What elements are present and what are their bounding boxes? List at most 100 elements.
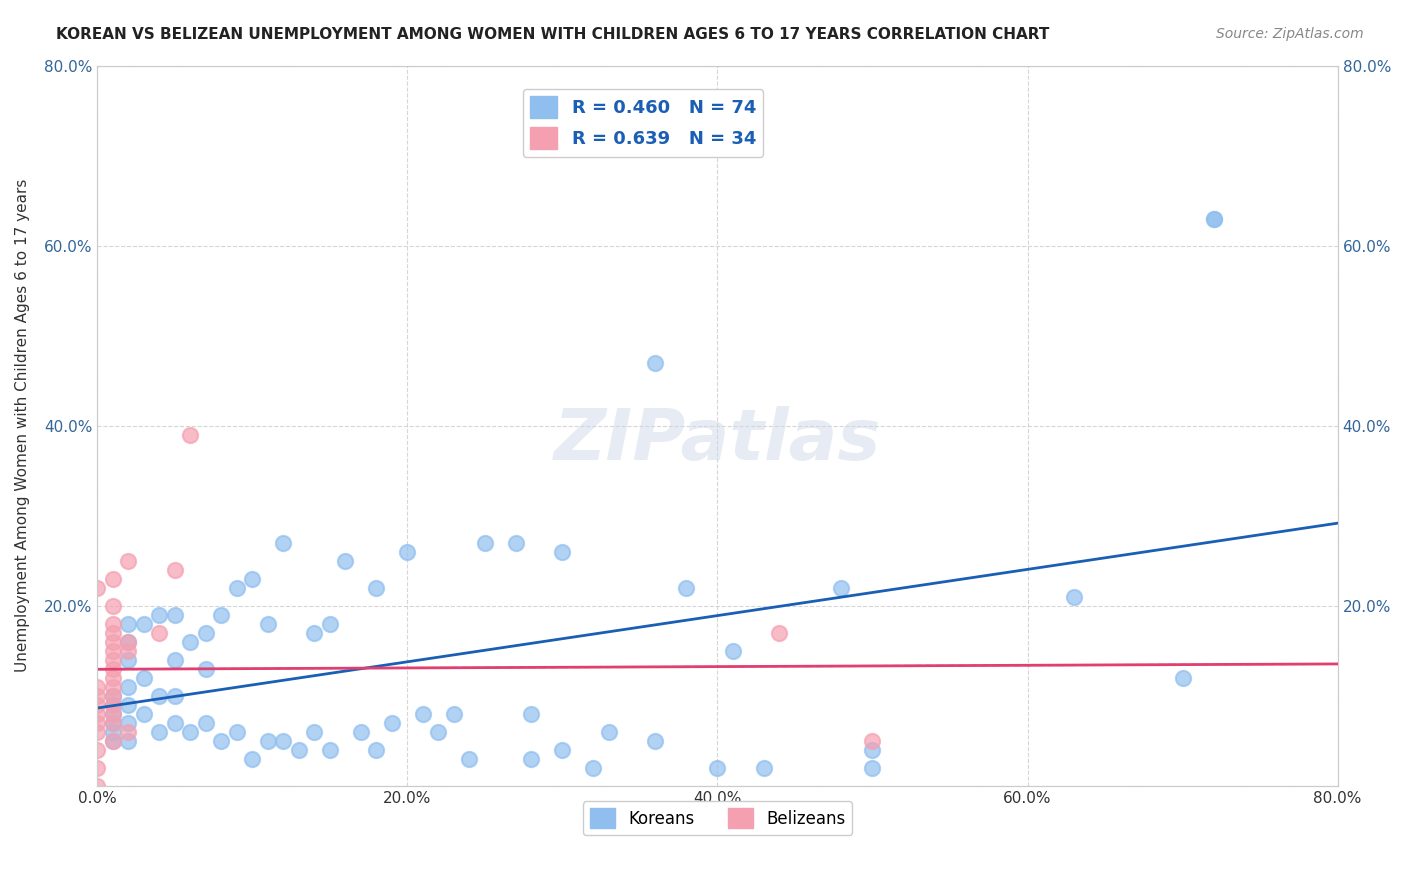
Koreans: [117, 698, 139, 712]
Belizeans: [86, 715, 108, 730]
Koreans: [101, 706, 124, 721]
Koreans: [1202, 211, 1225, 226]
Belizeans: [86, 743, 108, 757]
Koreans: [1063, 590, 1085, 604]
Koreans: [319, 616, 342, 631]
Koreans: [148, 607, 170, 622]
Koreans: [366, 581, 388, 595]
Koreans: [288, 743, 311, 757]
Koreans: [862, 761, 884, 775]
Belizeans: [101, 644, 124, 658]
Belizeans: [86, 724, 108, 739]
Koreans: [862, 743, 884, 757]
Koreans: [179, 634, 201, 648]
Belizeans: [86, 779, 108, 793]
Koreans: [132, 616, 155, 631]
Koreans: [598, 724, 620, 739]
Koreans: [163, 689, 186, 703]
Belizeans: [86, 680, 108, 694]
Koreans: [644, 733, 666, 747]
Koreans: [163, 653, 186, 667]
Koreans: [1202, 211, 1225, 226]
Belizeans: [86, 581, 108, 595]
Koreans: [721, 644, 744, 658]
Koreans: [240, 752, 263, 766]
Koreans: [551, 743, 574, 757]
Koreans: [412, 706, 434, 721]
Koreans: [209, 607, 232, 622]
Belizeans: [117, 634, 139, 648]
Koreans: [551, 545, 574, 559]
Koreans: [381, 715, 404, 730]
Koreans: [117, 634, 139, 648]
Koreans: [117, 616, 139, 631]
Koreans: [427, 724, 450, 739]
Koreans: [271, 535, 294, 549]
Koreans: [335, 554, 357, 568]
Koreans: [443, 706, 465, 721]
Koreans: [458, 752, 481, 766]
Koreans: [225, 724, 247, 739]
Koreans: [474, 535, 496, 549]
Koreans: [101, 715, 124, 730]
Belizeans: [86, 689, 108, 703]
Belizeans: [101, 706, 124, 721]
Koreans: [101, 724, 124, 739]
Koreans: [179, 724, 201, 739]
Y-axis label: Unemployment Among Women with Children Ages 6 to 17 years: Unemployment Among Women with Children A…: [15, 179, 30, 673]
Legend: Koreans, Belizeans: Koreans, Belizeans: [583, 801, 852, 835]
Koreans: [194, 625, 217, 640]
Koreans: [1171, 671, 1194, 685]
Koreans: [675, 581, 697, 595]
Koreans: [132, 706, 155, 721]
Koreans: [319, 743, 342, 757]
Koreans: [117, 653, 139, 667]
Koreans: [101, 733, 124, 747]
Belizeans: [101, 616, 124, 631]
Belizeans: [117, 724, 139, 739]
Belizeans: [101, 653, 124, 667]
Belizeans: [862, 733, 884, 747]
Koreans: [706, 761, 728, 775]
Text: ZIPatlas: ZIPatlas: [554, 406, 882, 475]
Text: Source: ZipAtlas.com: Source: ZipAtlas.com: [1216, 27, 1364, 41]
Belizeans: [86, 698, 108, 712]
Belizeans: [101, 634, 124, 648]
Belizeans: [101, 599, 124, 613]
Koreans: [256, 616, 278, 631]
Belizeans: [86, 706, 108, 721]
Koreans: [117, 733, 139, 747]
Koreans: [101, 689, 124, 703]
Koreans: [830, 581, 852, 595]
Koreans: [148, 724, 170, 739]
Koreans: [366, 743, 388, 757]
Belizeans: [148, 625, 170, 640]
Belizeans: [179, 427, 201, 442]
Koreans: [304, 724, 326, 739]
Belizeans: [101, 572, 124, 586]
Belizeans: [163, 563, 186, 577]
Belizeans: [101, 625, 124, 640]
Koreans: [520, 706, 543, 721]
Koreans: [209, 733, 232, 747]
Belizeans: [101, 733, 124, 747]
Belizeans: [101, 715, 124, 730]
Koreans: [644, 356, 666, 370]
Belizeans: [117, 554, 139, 568]
Koreans: [101, 698, 124, 712]
Koreans: [396, 545, 419, 559]
Koreans: [520, 752, 543, 766]
Koreans: [505, 535, 527, 549]
Koreans: [132, 671, 155, 685]
Belizeans: [101, 698, 124, 712]
Koreans: [148, 689, 170, 703]
Koreans: [350, 724, 373, 739]
Belizeans: [768, 625, 790, 640]
Belizeans: [86, 761, 108, 775]
Belizeans: [117, 644, 139, 658]
Belizeans: [101, 671, 124, 685]
Koreans: [271, 733, 294, 747]
Koreans: [225, 581, 247, 595]
Koreans: [163, 607, 186, 622]
Belizeans: [101, 689, 124, 703]
